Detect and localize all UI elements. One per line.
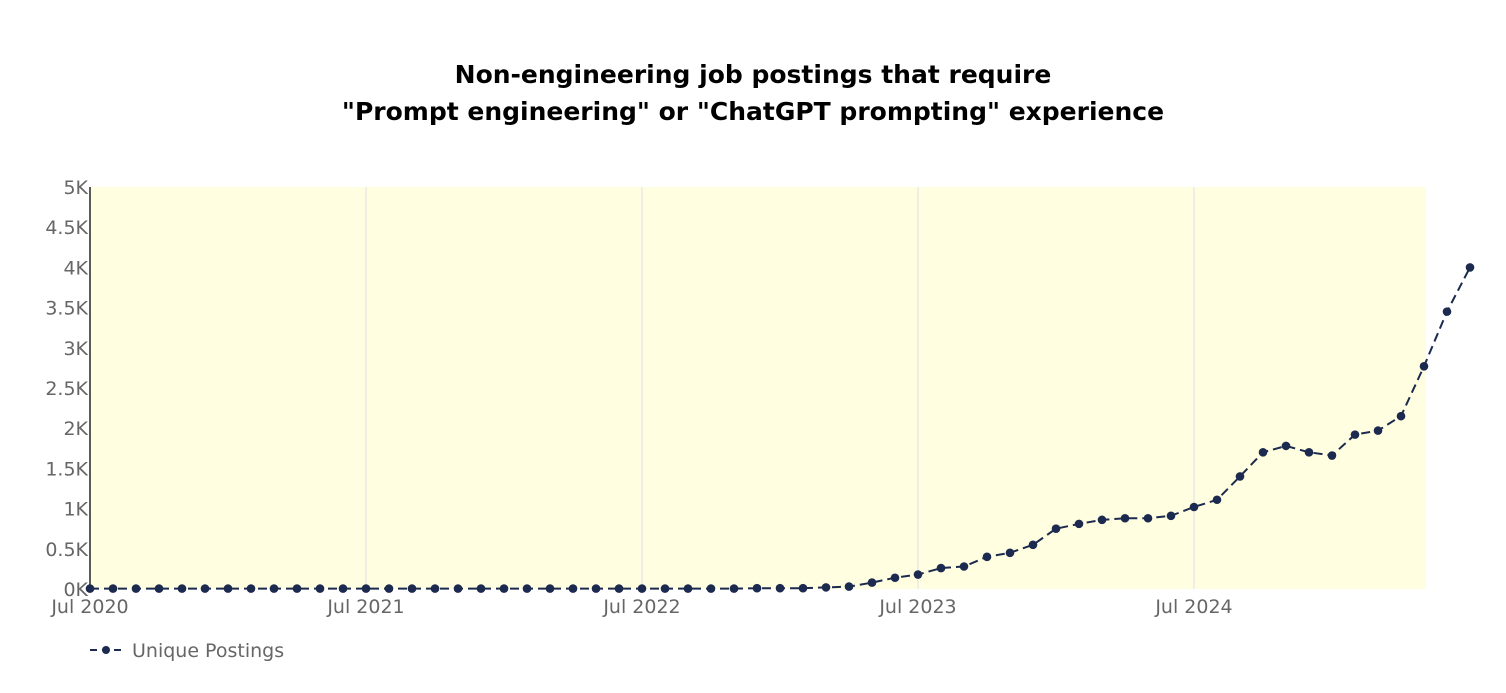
data-point[interactable] xyxy=(1373,426,1383,435)
legend-label-unique-postings: Unique Postings xyxy=(132,640,284,662)
data-point[interactable] xyxy=(1189,502,1199,512)
data-point[interactable] xyxy=(1212,495,1222,505)
y-tick-label: 5K xyxy=(63,177,88,199)
x-tick-label: Jul 2023 xyxy=(878,596,956,618)
data-point[interactable] xyxy=(1258,448,1268,457)
data-point[interactable] xyxy=(1166,511,1176,521)
data-point[interactable] xyxy=(1097,515,1107,525)
data-point[interactable] xyxy=(1143,513,1153,523)
legend-marker-icon xyxy=(102,646,110,654)
data-point[interactable] xyxy=(246,584,256,593)
data-point[interactable] xyxy=(1465,263,1475,272)
data-point[interactable] xyxy=(1074,519,1084,529)
data-point[interactable] xyxy=(85,584,95,593)
data-point[interactable] xyxy=(1120,513,1130,523)
data-point[interactable] xyxy=(982,552,992,562)
y-tick-label: 4K xyxy=(63,257,88,279)
data-point[interactable] xyxy=(867,578,877,587)
data-point[interactable] xyxy=(1396,411,1406,421)
data-point[interactable] xyxy=(591,584,601,593)
data-point[interactable] xyxy=(384,584,394,593)
data-point[interactable] xyxy=(154,584,164,593)
y-tick-label: 3K xyxy=(63,338,88,360)
data-point[interactable] xyxy=(499,584,509,593)
y-tick-label: 0.5K xyxy=(45,539,88,561)
x-tick-label: Jul 2024 xyxy=(1154,596,1232,618)
data-point[interactable] xyxy=(545,584,555,593)
data-point[interactable] xyxy=(269,584,279,593)
chart-title-line-2: "Prompt engineering" or "ChatGPT prompti… xyxy=(341,97,1165,126)
plot-area-background xyxy=(90,187,1426,589)
data-point[interactable] xyxy=(798,583,808,593)
data-point[interactable] xyxy=(637,584,647,593)
legend[interactable]: Unique Postings xyxy=(90,640,284,662)
data-point[interactable] xyxy=(200,584,210,593)
data-point[interactable] xyxy=(1350,430,1360,439)
y-tick-label: 1.5K xyxy=(45,458,88,480)
data-point[interactable] xyxy=(683,584,693,593)
data-point[interactable] xyxy=(959,562,969,571)
data-point[interactable] xyxy=(706,584,716,593)
data-point[interactable] xyxy=(476,584,486,593)
data-point[interactable] xyxy=(1051,524,1061,533)
y-axis-ticks: 0K 0.5K 1K 1.5K 2K 2.5K 3K 3.5K 4K 4.5K 5K xyxy=(45,177,88,601)
data-point[interactable] xyxy=(292,584,302,593)
y-tick-label: 3.5K xyxy=(45,298,88,320)
data-point[interactable] xyxy=(223,584,233,593)
data-point[interactable] xyxy=(614,584,624,593)
data-point[interactable] xyxy=(1304,448,1314,457)
data-point[interactable] xyxy=(1327,451,1337,460)
data-point[interactable] xyxy=(729,584,739,593)
x-tick-label: Jul 2022 xyxy=(602,596,680,618)
data-point[interactable] xyxy=(131,584,141,593)
data-point[interactable] xyxy=(1028,540,1038,550)
data-point[interactable] xyxy=(913,570,923,579)
grid-lines xyxy=(365,187,1195,589)
data-point[interactable] xyxy=(453,584,463,593)
chart-title-line-1: Non-engineering job postings that requir… xyxy=(454,60,1052,89)
y-tick-label: 0K xyxy=(63,579,88,601)
data-point[interactable] xyxy=(890,573,900,583)
data-point[interactable] xyxy=(660,584,670,593)
series-unique-postings xyxy=(85,263,1475,593)
data-point[interactable] xyxy=(1419,361,1429,371)
data-point[interactable] xyxy=(407,584,417,593)
data-point[interactable] xyxy=(108,584,118,593)
data-point[interactable] xyxy=(338,584,348,593)
y-tick-label: 4.5K xyxy=(45,217,88,239)
x-axis-ticks: Jul 2020 Jul 2021 Jul 2022 Jul 2023 Jul 2024 xyxy=(50,596,1232,618)
data-point[interactable] xyxy=(844,582,854,591)
data-point[interactable] xyxy=(315,584,325,593)
data-point[interactable] xyxy=(1005,548,1015,558)
data-point[interactable] xyxy=(568,584,578,593)
data-point[interactable] xyxy=(1281,441,1291,451)
data-point[interactable] xyxy=(775,583,785,593)
data-point[interactable] xyxy=(1442,307,1452,316)
data-point[interactable] xyxy=(821,583,831,592)
y-tick-label: 2K xyxy=(63,418,88,440)
chart-title: Non-engineering job postings that requir… xyxy=(0,56,1506,130)
data-point[interactable] xyxy=(361,584,371,593)
data-point[interactable] xyxy=(522,584,532,593)
data-point[interactable] xyxy=(1235,472,1245,481)
data-point[interactable] xyxy=(752,583,762,593)
y-tick-label: 1K xyxy=(63,499,88,521)
y-tick-label: 2.5K xyxy=(45,378,88,400)
data-point[interactable] xyxy=(430,584,440,593)
data-point[interactable] xyxy=(177,584,187,593)
x-tick-label: Jul 2021 xyxy=(326,596,404,618)
x-tick-label: Jul 2020 xyxy=(50,596,128,618)
data-point[interactable] xyxy=(936,563,946,573)
